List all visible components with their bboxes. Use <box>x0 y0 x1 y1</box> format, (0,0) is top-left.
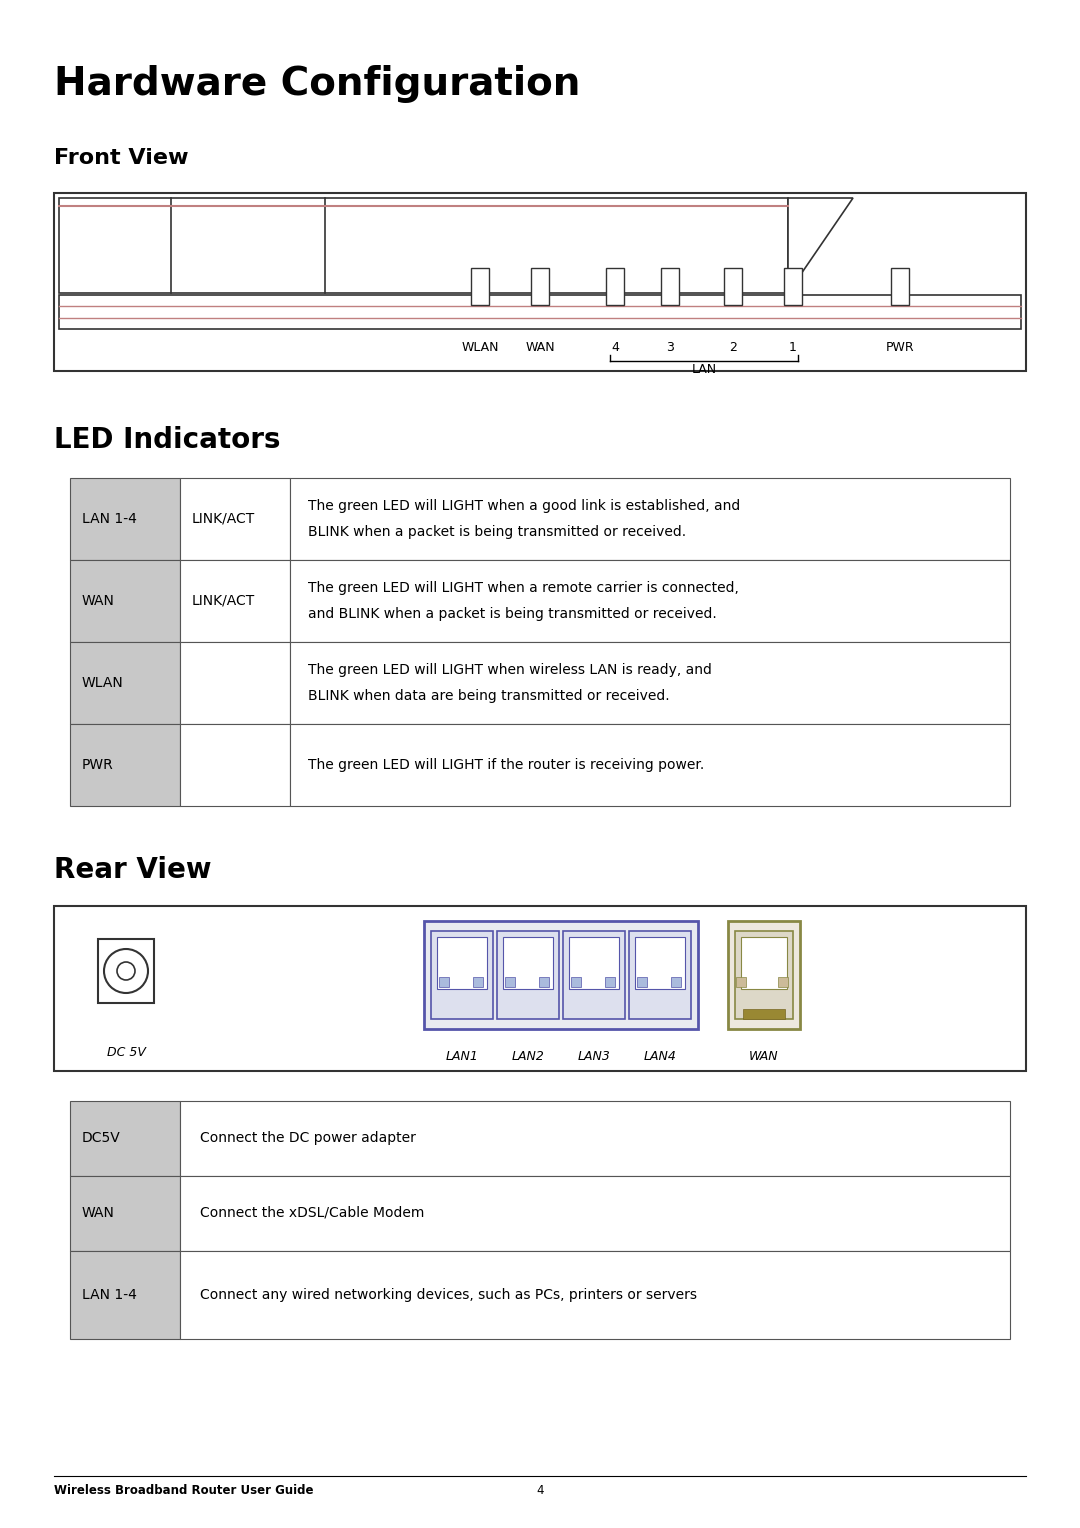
Text: LINK/ACT: LINK/ACT <box>192 594 255 608</box>
Text: LAN4: LAN4 <box>644 1050 676 1062</box>
Bar <box>431 931 492 1019</box>
Text: WAN: WAN <box>82 594 114 608</box>
Bar <box>180 559 291 642</box>
Bar <box>778 976 788 987</box>
Bar <box>471 267 489 306</box>
Bar <box>180 642 291 724</box>
Text: Connect any wired networking devices, such as PCs, printers or servers: Connect any wired networking devices, su… <box>200 1288 697 1302</box>
Bar <box>59 295 1021 329</box>
Text: LAN2: LAN2 <box>512 1050 544 1062</box>
Text: The green LED will LIGHT when a good link is established, and: The green LED will LIGHT when a good lin… <box>308 500 740 513</box>
Text: and BLINK when a packet is being transmitted or received.: and BLINK when a packet is being transmi… <box>308 607 717 620</box>
Text: WAN: WAN <box>525 341 555 354</box>
Text: LAN 1-4: LAN 1-4 <box>82 512 137 526</box>
Bar <box>70 559 180 642</box>
Text: The green LED will LIGHT when a remote carrier is connected,: The green LED will LIGHT when a remote c… <box>308 581 739 594</box>
Bar <box>438 976 449 987</box>
Bar <box>291 478 1010 559</box>
Bar <box>531 267 549 306</box>
Bar <box>735 931 793 1019</box>
Bar <box>59 199 788 293</box>
Bar <box>180 478 291 559</box>
Text: DC5V: DC5V <box>82 1131 121 1144</box>
Bar <box>291 724 1010 805</box>
Bar <box>70 1251 180 1339</box>
Bar <box>70 1177 180 1251</box>
Bar <box>891 267 909 306</box>
Text: PWR: PWR <box>886 341 915 354</box>
Text: 1: 1 <box>789 341 797 354</box>
Text: 4: 4 <box>611 341 619 354</box>
Bar <box>635 937 685 989</box>
Text: DC 5V: DC 5V <box>107 1047 146 1059</box>
Bar <box>605 976 615 987</box>
Bar <box>54 906 1026 1071</box>
Text: LINK/ACT: LINK/ACT <box>192 512 255 526</box>
Bar <box>180 724 291 805</box>
Bar <box>724 267 742 306</box>
Text: LAN: LAN <box>691 364 716 376</box>
Bar <box>291 559 1010 642</box>
Bar <box>539 976 549 987</box>
Bar <box>98 940 154 1002</box>
Text: BLINK when data are being transmitted or received.: BLINK when data are being transmitted or… <box>308 689 670 703</box>
Text: WAN: WAN <box>82 1206 114 1219</box>
Text: Connect the DC power adapter: Connect the DC power adapter <box>200 1131 416 1144</box>
Text: The green LED will LIGHT if the router is receiving power.: The green LED will LIGHT if the router i… <box>308 758 704 772</box>
Bar <box>70 724 180 805</box>
Text: LED Indicators: LED Indicators <box>54 426 281 454</box>
Bar <box>291 642 1010 724</box>
Bar <box>606 267 624 306</box>
Bar <box>473 976 483 987</box>
Text: LAN1: LAN1 <box>446 1050 478 1062</box>
Bar <box>741 937 787 989</box>
Bar <box>70 1102 180 1177</box>
Text: Rear View: Rear View <box>54 856 212 885</box>
Bar <box>569 937 619 989</box>
Text: Connect the xDSL/Cable Modem: Connect the xDSL/Cable Modem <box>200 1206 424 1219</box>
Text: LAN3: LAN3 <box>578 1050 610 1062</box>
Bar <box>505 976 515 987</box>
Bar <box>735 976 746 987</box>
Text: WLAN: WLAN <box>461 341 499 354</box>
Text: Front View: Front View <box>54 148 189 168</box>
Text: The green LED will LIGHT when wireless LAN is ready, and: The green LED will LIGHT when wireless L… <box>308 663 712 677</box>
Bar <box>784 267 802 306</box>
Bar <box>424 921 698 1028</box>
Text: LAN 1-4: LAN 1-4 <box>82 1288 137 1302</box>
Text: 4: 4 <box>537 1484 543 1497</box>
Text: BLINK when a packet is being transmitted or received.: BLINK when a packet is being transmitted… <box>308 526 686 539</box>
Polygon shape <box>788 199 853 293</box>
Text: PWR: PWR <box>82 758 113 772</box>
Bar <box>661 267 679 306</box>
Text: Hardware Configuration: Hardware Configuration <box>54 66 580 102</box>
Text: 2: 2 <box>729 341 737 354</box>
Text: 3: 3 <box>666 341 674 354</box>
Bar <box>671 976 681 987</box>
Bar <box>54 193 1026 371</box>
Bar <box>503 937 553 989</box>
Bar <box>571 976 581 987</box>
Text: WLAN: WLAN <box>82 675 124 691</box>
Bar <box>629 931 691 1019</box>
Bar <box>70 642 180 724</box>
Bar <box>180 1251 1010 1339</box>
Bar <box>743 1008 785 1019</box>
Bar <box>70 478 180 559</box>
Bar <box>497 931 559 1019</box>
Bar <box>180 1177 1010 1251</box>
Bar <box>437 937 487 989</box>
Bar <box>728 921 800 1028</box>
Text: WAN: WAN <box>750 1050 779 1062</box>
Bar <box>637 976 647 987</box>
Text: Wireless Broadband Router User Guide: Wireless Broadband Router User Guide <box>54 1484 313 1497</box>
Bar <box>563 931 625 1019</box>
Bar <box>180 1102 1010 1177</box>
